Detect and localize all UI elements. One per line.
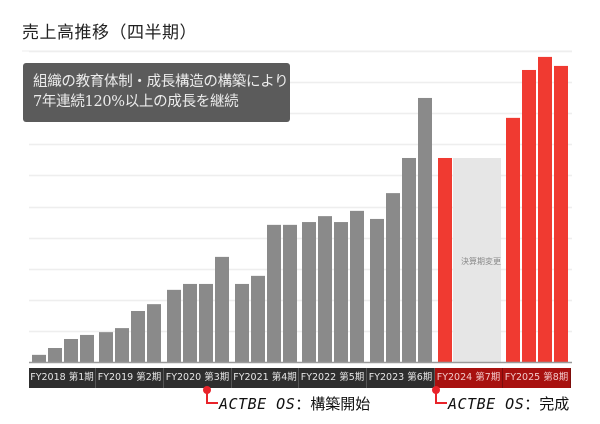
bar: [438, 157, 452, 362]
callout-line-2: 7年連続120%以上の成長を継続: [33, 94, 239, 110]
x-axis-label: FY2024 第7期: [435, 368, 503, 388]
bar: [402, 157, 416, 362]
placeholder-bar: [469, 157, 485, 362]
connector-line: [206, 392, 218, 404]
x-axis-label: FY2022 第5期: [299, 368, 367, 388]
bar: [115, 328, 129, 362]
bar: [554, 65, 568, 362]
annotation-os-label: ACTBE OS: [219, 395, 296, 413]
bar: [32, 354, 46, 362]
x-axis-label: FY2020 第3期: [164, 368, 232, 388]
bar: [538, 56, 552, 363]
bar: [147, 304, 161, 362]
annotation-os-label: ACTBE OS: [448, 395, 525, 413]
placeholder-bar: [453, 157, 469, 362]
bar: [48, 348, 62, 362]
placeholder-label: 決算期変更: [461, 256, 501, 266]
bar: [215, 256, 229, 362]
bar: [370, 218, 384, 362]
annotation-os-complete: ACTBE OS：完成: [448, 393, 569, 414]
callout-box: 組織の教育体制・成長構造の構築により 7年連続120%以上の成長を継続: [23, 63, 290, 122]
annotation-text: ：構築開始: [295, 395, 371, 413]
callout-line-1: 組織の教育体制・成長構造の構築により: [33, 74, 289, 90]
chart-title: 売上高推移（四半期）: [22, 23, 197, 43]
x-axis-label: FY2025 第8期: [503, 368, 571, 388]
bar: [199, 283, 213, 362]
bar: [506, 117, 520, 363]
bar: [80, 334, 94, 362]
bar: [418, 97, 432, 362]
bar: [267, 224, 281, 362]
bar: [131, 310, 145, 362]
connector-line: [435, 392, 447, 404]
annotation-os-start: ACTBE OS：構築開始: [219, 393, 370, 414]
bar: [64, 338, 78, 362]
marker-dot-icon: [432, 386, 440, 394]
bar: [522, 69, 536, 362]
x-axis-label: FY2021 第4期: [232, 368, 299, 388]
x-axis-label: FY2023 第6期: [367, 368, 435, 388]
bar: [99, 332, 113, 362]
marker-dot-icon: [203, 386, 211, 394]
bar: [318, 216, 332, 362]
bar: [167, 289, 181, 362]
bar: [350, 210, 364, 362]
annotation-text: ：完成: [524, 395, 570, 413]
bar: [251, 275, 265, 362]
bar: [302, 222, 316, 362]
placeholder-bar: [485, 157, 501, 362]
x-axis-label: FY2018 第1期: [29, 368, 96, 388]
bar: [386, 193, 400, 362]
bar: [235, 283, 249, 362]
bar: [334, 222, 348, 362]
bar: [283, 224, 297, 362]
bar: [183, 283, 197, 362]
x-axis-label: FY2019 第2期: [96, 368, 164, 388]
